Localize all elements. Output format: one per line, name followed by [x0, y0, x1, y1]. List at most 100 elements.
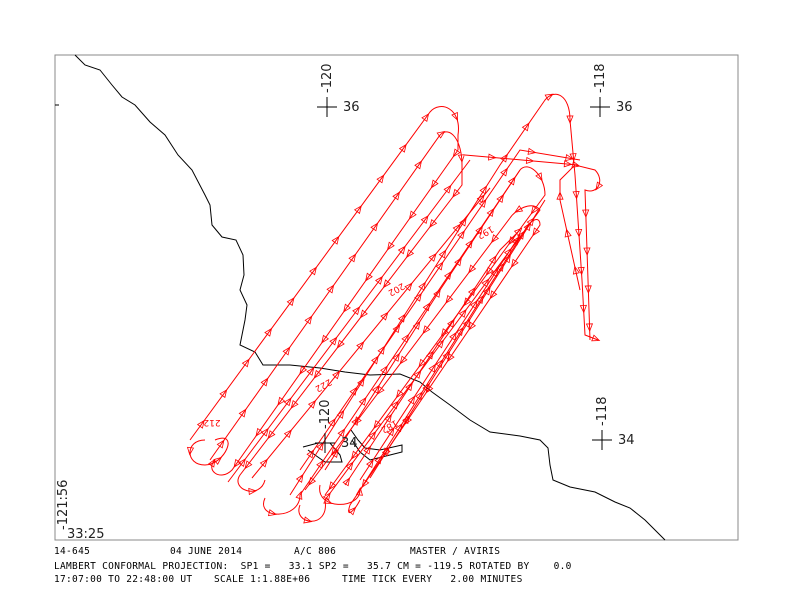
time-tick-arrow [383, 279, 391, 289]
time-tick-arrow [583, 247, 591, 256]
time-tick-arrow [451, 111, 459, 122]
time-tick-arrow [569, 153, 577, 162]
time-tick-arrow [457, 154, 465, 163]
grid-cross [317, 97, 337, 117]
time-tick-arrow [575, 228, 583, 238]
time-tick-arrow [418, 281, 426, 291]
island [350, 429, 403, 461]
time-tick-arrow [585, 323, 594, 332]
time-tick-arrow [496, 262, 505, 272]
time-tick-arrow [321, 334, 330, 344]
time-tick-arrow [535, 172, 543, 182]
time-tick-arrow [429, 218, 438, 228]
time-tick-arrow [359, 309, 368, 319]
time-tick-arrow [376, 174, 385, 184]
time-tick-arrow [213, 456, 223, 465]
time-tick-arrow [267, 509, 277, 517]
time-label: 222 [313, 376, 333, 393]
time-tick-arrow [420, 215, 429, 225]
time-tick-arrow [332, 370, 341, 380]
time-tick-arrow [316, 441, 324, 451]
grid-longitude-label: -118 [595, 396, 610, 426]
time-tick-arrow [430, 179, 439, 189]
time-tick-arrow [282, 346, 291, 356]
time-tick-arrow [443, 270, 452, 280]
time-tick-arrow [514, 205, 524, 213]
time-tick-arrow [323, 496, 333, 504]
time-tick-arrow [328, 481, 337, 491]
time-tick-arrow [352, 306, 361, 316]
time-tick-arrow [392, 352, 400, 362]
time-tick-arrow [486, 208, 495, 217]
grid-longitude-label: -120 [318, 399, 333, 429]
time-tick-arrow [436, 130, 446, 139]
time-label: 182 [379, 417, 399, 434]
time-tick-arrow [467, 286, 476, 297]
time-tick-arrow [414, 292, 422, 302]
time-tick-arrow [503, 247, 512, 257]
grid-longitude-label: -118 [593, 63, 608, 93]
time-tick-arrow [380, 311, 389, 321]
flight-date: 04 JUNE 2014 [170, 546, 243, 557]
time-tick-arrow [566, 115, 574, 124]
time-tick-arrow [462, 318, 471, 328]
time-tick-arrow [527, 147, 537, 155]
time-tick-arrow [476, 294, 484, 304]
time-tick-arrow [395, 389, 404, 399]
time-tick-arrow [397, 313, 406, 323]
time-tick-arrow [290, 400, 299, 409]
time-tick-arrow [356, 341, 365, 350]
time-tick-arrow [490, 268, 499, 278]
time-tick-arrow [295, 473, 304, 483]
time-tick-arrow [563, 160, 573, 168]
grid-latitude-label: 36 [616, 100, 633, 115]
time-tick-arrow [488, 153, 497, 161]
footer-line-3: 17:07:00 TO 22:48:00 UT SCALE 1:1.88E+06 T… [54, 574, 522, 585]
time-tick-arrow [523, 222, 532, 232]
time-tick-arrow [442, 350, 451, 360]
time-tick-arrow [233, 458, 242, 468]
time-tick-arrow [299, 365, 308, 375]
time-tick-arrow [374, 275, 383, 285]
time-tick-arrow [241, 358, 250, 368]
time-tick-arrow [475, 225, 483, 235]
track-segment [559, 164, 601, 341]
map-frame [54, 54, 739, 541]
time-tick-arrow [483, 286, 491, 296]
time-tick-arrow [445, 294, 454, 304]
time-tick-arrow [421, 113, 430, 123]
time-tick-arrow [353, 205, 362, 215]
time-tick-arrow [295, 490, 303, 500]
grid-cross [315, 433, 335, 453]
time-tick-arrow [438, 249, 447, 259]
time-tick-arrow [382, 447, 391, 457]
time-tick-arrow [207, 458, 216, 468]
time-tick-arrow [513, 227, 523, 237]
time-tick-arrow [572, 191, 580, 200]
time-tick-arrow [476, 194, 485, 204]
time-tick-arrow [216, 439, 225, 449]
corner-latitude: 33:25 [67, 527, 104, 542]
time-tick-arrow [500, 167, 508, 177]
time-tick-arrow [435, 261, 444, 271]
time-tick-arrow [422, 325, 431, 335]
time-tick-arrow [530, 205, 539, 215]
time-tick-arrow [452, 148, 461, 158]
grid-latitude-label: 34 [341, 436, 358, 451]
time-tick-arrow [469, 299, 478, 309]
time-tick-arrow [260, 427, 269, 437]
time-tick-arrow [577, 266, 585, 276]
time-tick-arrow [361, 478, 370, 488]
time-tick-arrow [373, 420, 382, 429]
time-tick-arrow [237, 458, 246, 468]
time-tick-arrow [405, 382, 413, 392]
track-segment [189, 106, 459, 476]
time-tick: TIME TICK EVERY 2.00 MINUTES [342, 574, 523, 585]
time-tick-arrow [404, 282, 413, 292]
time-tick-arrow [491, 234, 500, 244]
time-tick-arrow [308, 476, 317, 486]
time-tick-arrow [508, 236, 517, 246]
time-tick-arrow [435, 359, 444, 369]
time-tick-arrow [485, 266, 494, 276]
